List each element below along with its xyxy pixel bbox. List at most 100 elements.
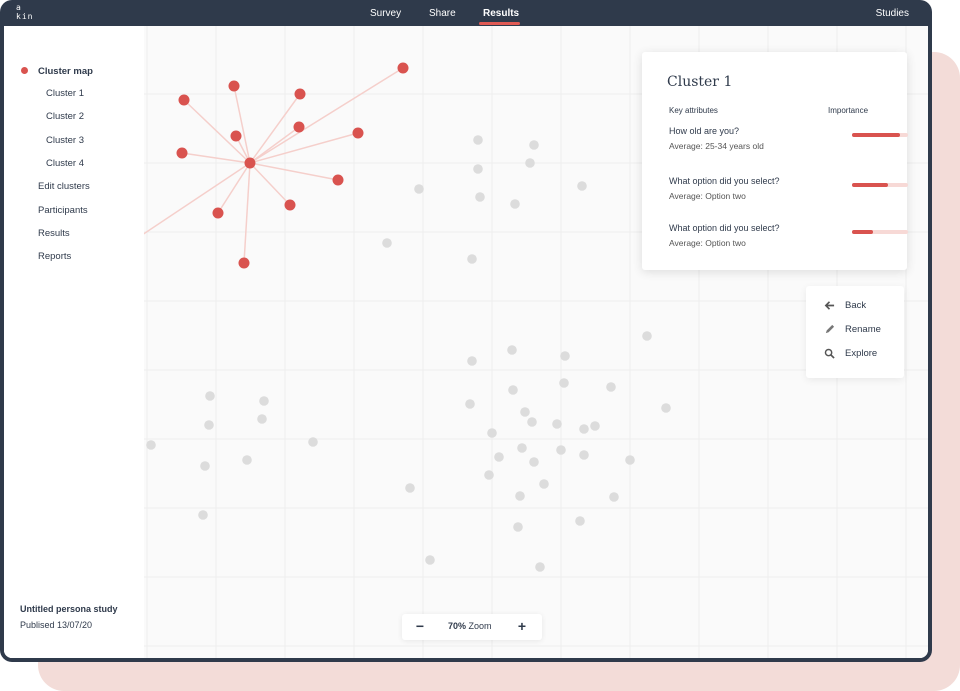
participant-point[interactable] xyxy=(575,516,585,526)
cluster-1-point[interactable] xyxy=(228,80,240,92)
participant-point[interactable] xyxy=(579,424,589,434)
participant-point[interactable] xyxy=(609,492,619,502)
sidebar-item-reports[interactable]: Reports xyxy=(38,251,72,262)
sidebar-item-cluster-1[interactable]: Cluster 1 xyxy=(46,88,85,99)
attribute-row: What option did you select? Average: Opt… xyxy=(669,176,908,201)
cluster-link xyxy=(217,162,251,214)
sidebar-item-results[interactable]: Results xyxy=(38,228,70,239)
participant-point[interactable] xyxy=(527,417,537,427)
cluster-1-point[interactable] xyxy=(352,127,364,139)
sidebar-item-cluster-4[interactable]: Cluster 4 xyxy=(46,158,85,169)
arrow-left-icon xyxy=(824,301,835,310)
participant-point[interactable] xyxy=(308,437,318,447)
participant-point[interactable] xyxy=(539,479,549,489)
zoom-out-button[interactable]: − xyxy=(415,618,425,634)
participant-point[interactable] xyxy=(507,345,517,355)
participant-point[interactable] xyxy=(529,457,539,467)
explore-button[interactable]: Explore xyxy=(824,348,877,359)
participant-point[interactable] xyxy=(508,385,518,395)
cluster-link xyxy=(249,67,404,164)
cluster-1-point[interactable] xyxy=(178,94,190,106)
participant-point[interactable] xyxy=(556,445,566,455)
sidebar-item-participants[interactable]: Participants xyxy=(38,205,88,216)
participant-point[interactable] xyxy=(200,461,210,471)
participant-point[interactable] xyxy=(467,356,477,366)
zoom-in-button[interactable]: + xyxy=(517,618,527,634)
participant-point[interactable] xyxy=(520,407,530,417)
nav-survey[interactable]: Survey xyxy=(370,8,402,19)
sidebar-item-edit-clusters[interactable]: Edit clusters xyxy=(38,181,90,192)
key-attributes-header: Key attributes xyxy=(669,106,718,115)
importance-header: Importance xyxy=(828,106,869,115)
participant-point[interactable] xyxy=(467,254,477,264)
participant-point[interactable] xyxy=(661,403,671,413)
participant-point[interactable] xyxy=(465,399,475,409)
cluster-detail-card: Cluster 1 Key attributes Importance How … xyxy=(642,52,908,270)
participant-point[interactable] xyxy=(473,135,483,145)
back-button[interactable]: Back xyxy=(824,300,866,311)
cluster-1-point[interactable] xyxy=(230,130,242,142)
participant-point[interactable] xyxy=(559,378,569,388)
participant-point[interactable] xyxy=(257,414,267,424)
logo[interactable]: a kin xyxy=(16,3,34,21)
participant-point[interactable] xyxy=(606,382,616,392)
attribute-row: What option did you select? Average: Opt… xyxy=(669,223,908,248)
cluster-1-point[interactable] xyxy=(212,207,224,219)
participant-point[interactable] xyxy=(529,140,539,150)
sidebar-item-cluster-map[interactable]: Cluster map xyxy=(38,66,93,77)
attribute-answer: Average: Option two xyxy=(669,238,746,248)
participant-point[interactable] xyxy=(484,470,494,480)
attribute-question: What option did you select? xyxy=(669,223,780,233)
cluster-link xyxy=(249,162,291,206)
nav-share[interactable]: Share xyxy=(429,8,456,19)
participant-point[interactable] xyxy=(525,158,535,168)
explore-label: Explore xyxy=(845,348,878,359)
participant-point[interactable] xyxy=(242,455,252,465)
participant-point[interactable] xyxy=(494,452,504,462)
cluster-link xyxy=(233,85,251,164)
zoom-control: − 70% Zoom + xyxy=(402,614,542,640)
participant-point[interactable] xyxy=(560,351,570,361)
participant-point[interactable] xyxy=(259,396,269,406)
cluster-1-point[interactable] xyxy=(284,199,296,211)
participant-point[interactable] xyxy=(590,421,600,431)
participant-point[interactable] xyxy=(204,420,214,430)
sidebar-item-cluster-2[interactable]: Cluster 2 xyxy=(46,111,85,122)
participant-point[interactable] xyxy=(414,184,424,194)
sidebar-item-cluster-3[interactable]: Cluster 3 xyxy=(46,135,85,146)
importance-bar xyxy=(852,183,908,187)
participant-point[interactable] xyxy=(405,483,415,493)
participant-point[interactable] xyxy=(535,562,545,572)
participant-point[interactable] xyxy=(487,428,497,438)
cluster-1-point[interactable] xyxy=(293,121,305,133)
nav-results[interactable]: Results xyxy=(483,8,520,19)
participant-point[interactable] xyxy=(579,450,589,460)
cluster-1-point[interactable] xyxy=(238,257,250,269)
attribute-row: How old are you? Average: 25-34 years ol… xyxy=(669,126,908,151)
nav-studies[interactable]: Studies xyxy=(875,8,909,19)
participant-point[interactable] xyxy=(146,440,156,450)
participant-point[interactable] xyxy=(425,555,435,565)
card-title: Cluster 1 xyxy=(667,74,733,90)
participant-point[interactable] xyxy=(517,443,527,453)
cluster-actions-panel: Back Rename Explore xyxy=(806,286,904,378)
cluster-1-point[interactable] xyxy=(294,88,306,100)
rename-button[interactable]: Rename xyxy=(824,324,881,335)
participant-point[interactable] xyxy=(473,164,483,174)
cluster-1-point[interactable] xyxy=(176,147,188,159)
participant-point[interactable] xyxy=(552,419,562,429)
participant-point[interactable] xyxy=(198,510,208,520)
participant-point[interactable] xyxy=(577,181,587,191)
cluster-1-point[interactable] xyxy=(397,62,409,74)
participant-point[interactable] xyxy=(205,391,215,401)
cluster-1-center-point[interactable] xyxy=(244,157,256,169)
cluster-1-point[interactable] xyxy=(332,174,344,186)
participant-point[interactable] xyxy=(382,238,392,248)
participant-point[interactable] xyxy=(515,491,525,501)
participant-point[interactable] xyxy=(510,199,520,209)
cluster-link xyxy=(249,126,300,164)
participant-point[interactable] xyxy=(642,331,652,341)
participant-point[interactable] xyxy=(625,455,635,465)
participant-point[interactable] xyxy=(513,522,523,532)
participant-point[interactable] xyxy=(475,192,485,202)
